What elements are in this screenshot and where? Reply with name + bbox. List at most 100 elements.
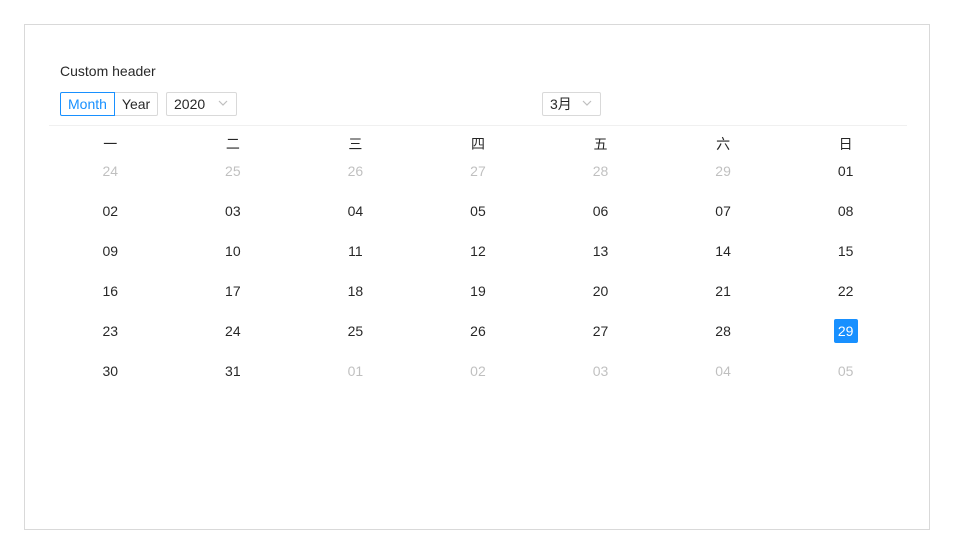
calendar-date-cell[interactable]: 25 [172, 159, 295, 199]
date-value: 22 [837, 283, 854, 299]
calendar-date-cell[interactable]: 12 [417, 239, 540, 279]
calendar-date-cell[interactable]: 27 [417, 159, 540, 199]
calendar-date-cell[interactable]: 05 [784, 359, 907, 399]
calendar-date-cell[interactable]: 23 [49, 319, 172, 359]
date-value: 17 [225, 283, 241, 299]
date-value: 25 [347, 323, 364, 339]
calendar-date-cell-selected[interactable]: 29 [784, 319, 907, 359]
date-value: 09 [102, 243, 119, 259]
month-select-value: 3月 [550, 96, 572, 112]
weekday-label: 四 [470, 136, 485, 152]
date-value: 04 [347, 203, 364, 219]
calendar-date-cell[interactable]: 04 [662, 359, 785, 399]
header-divider [49, 125, 907, 126]
calendar-date-cell[interactable]: 02 [417, 359, 540, 399]
date-value: 13 [592, 243, 609, 259]
custom-header-title: Custom header [60, 63, 156, 79]
calendar-week-row: 16 17 18 19 20 21 22 [49, 279, 907, 319]
date-value: 21 [715, 283, 731, 299]
date-value: 23 [102, 323, 119, 339]
calendar-card: Custom header Month Year 2020 3月 一 二 三 四 五 六 日… [24, 24, 930, 530]
calendar-date-cell[interactable]: 20 [539, 279, 662, 319]
date-value: 05 [837, 363, 854, 379]
calendar-date-cell[interactable]: 02 [49, 199, 172, 239]
mode-year-button[interactable]: Year [114, 92, 159, 116]
month-select[interactable]: 3月 [542, 92, 601, 116]
date-value: 24 [225, 323, 241, 339]
weekday-label: 一 [103, 136, 118, 152]
mode-radio-group: Month Year [60, 92, 159, 116]
date-value: 03 [225, 203, 241, 219]
calendar-date-cell[interactable]: 26 [294, 159, 417, 199]
calendar-date-cell[interactable]: 25 [294, 319, 417, 359]
date-value: 28 [592, 163, 609, 179]
calendar-date-cell[interactable]: 09 [49, 239, 172, 279]
calendar-date-cell[interactable]: 21 [662, 279, 785, 319]
date-value: 08 [837, 203, 854, 219]
calendar-week-row: 23 24 25 26 27 28 29 [49, 319, 907, 359]
date-value: 19 [470, 283, 486, 299]
calendar-date-cell[interactable]: 05 [417, 199, 540, 239]
calendar-date-cell[interactable]: 07 [662, 199, 785, 239]
date-value: 20 [592, 283, 609, 299]
weekday-label: 二 [225, 136, 240, 152]
date-value: 01 [347, 363, 364, 379]
calendar-week-row: 24 25 26 27 28 29 01 [49, 159, 907, 199]
calendar-date-cell[interactable]: 03 [539, 359, 662, 399]
date-value: 28 [715, 323, 731, 339]
date-value: 29 [715, 163, 731, 179]
year-select-value: 2020 [174, 96, 206, 112]
calendar-date-cell[interactable]: 10 [172, 239, 295, 279]
mode-month-button[interactable]: Month [60, 92, 115, 116]
calendar-date-cell[interactable]: 24 [49, 159, 172, 199]
calendar-date-cell[interactable]: 16 [49, 279, 172, 319]
date-value: 02 [102, 203, 119, 219]
calendar-date-cell[interactable]: 30 [49, 359, 172, 399]
calendar-date-cell[interactable]: 29 [662, 159, 785, 199]
calendar-date-cell[interactable]: 11 [294, 239, 417, 279]
date-value: 02 [470, 363, 486, 379]
date-value: 01 [837, 163, 854, 179]
calendar-date-cell[interactable]: 08 [784, 199, 907, 239]
calendar-date-cell[interactable]: 06 [539, 199, 662, 239]
calendar-date-cell[interactable]: 18 [294, 279, 417, 319]
calendar-date-cell[interactable]: 01 [784, 159, 907, 199]
calendar-date-cell[interactable]: 04 [294, 199, 417, 239]
calendar-date-cell[interactable]: 19 [417, 279, 540, 319]
calendar-date-cell[interactable]: 13 [539, 239, 662, 279]
calendar-date-cell[interactable]: 28 [662, 319, 785, 359]
date-value: 25 [225, 163, 241, 179]
weekday-header-row: 一二三四五六日 [49, 133, 907, 155]
date-value: 07 [715, 203, 731, 219]
calendar-date-cell[interactable]: 01 [294, 359, 417, 399]
date-value: 11 [348, 243, 363, 259]
calendar-date-cell[interactable]: 22 [784, 279, 907, 319]
chevron-down-icon [218, 100, 228, 106]
date-value: 06 [592, 203, 609, 219]
date-value: 29 [833, 319, 858, 343]
calendar-week-row: 02 03 04 05 06 07 08 [49, 199, 907, 239]
weekday-label: 三 [348, 136, 363, 152]
calendar-grid: 24 25 26 27 28 29 01 02 03 04 05 06 07 08 09 10 11 12 13 14… [49, 159, 907, 399]
weekday-label: 六 [716, 136, 731, 152]
date-value: 12 [470, 243, 486, 259]
weekday-label: 五 [593, 136, 608, 152]
date-value: 04 [715, 363, 731, 379]
date-value: 03 [592, 363, 609, 379]
date-value: 26 [347, 163, 364, 179]
calendar-date-cell[interactable]: 17 [172, 279, 295, 319]
calendar-date-cell[interactable]: 24 [172, 319, 295, 359]
calendar-date-cell[interactable]: 15 [784, 239, 907, 279]
date-value: 18 [347, 283, 364, 299]
calendar-date-cell[interactable]: 31 [172, 359, 295, 399]
calendar-week-row: 30 31 01 02 03 04 05 [49, 359, 907, 399]
calendar-date-cell[interactable]: 28 [539, 159, 662, 199]
calendar-date-cell[interactable]: 14 [662, 239, 785, 279]
calendar-date-cell[interactable]: 03 [172, 199, 295, 239]
date-value: 27 [470, 163, 486, 179]
date-value: 16 [102, 283, 119, 299]
calendar-date-cell[interactable]: 27 [539, 319, 662, 359]
date-value: 15 [837, 243, 854, 259]
calendar-date-cell[interactable]: 26 [417, 319, 540, 359]
year-select[interactable]: 2020 [166, 92, 237, 116]
